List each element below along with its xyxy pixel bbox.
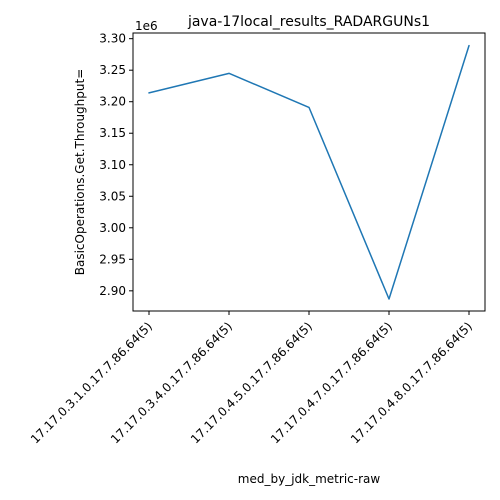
y-tick-label: 3.10	[99, 158, 126, 172]
y-tick-label: 2.95	[99, 252, 126, 266]
y-tick-label: 2.90	[99, 284, 126, 298]
y-tick-label: 3.00	[99, 221, 126, 235]
y-tick-label: 3.25	[99, 63, 126, 77]
plot-area: 2.902.953.003.053.103.153.203.253.3017.1…	[28, 32, 486, 446]
y-tick-label: 3.30	[99, 32, 126, 46]
x-axis-label: med_by_jdk_metric-raw	[238, 472, 381, 486]
y-axis-offset-label: 1e6	[135, 19, 158, 33]
y-tick-label: 3.15	[99, 126, 126, 140]
y-tick-label: 3.20	[99, 95, 126, 109]
plot-frame	[132, 32, 486, 312]
y-tick-label: 3.05	[99, 189, 126, 203]
chart-title: java-17local_results_RADARGUNs1	[187, 14, 430, 30]
y-axis-label: BasicOperations.Get.Throughput=	[73, 69, 87, 276]
series-line	[148, 44, 470, 300]
